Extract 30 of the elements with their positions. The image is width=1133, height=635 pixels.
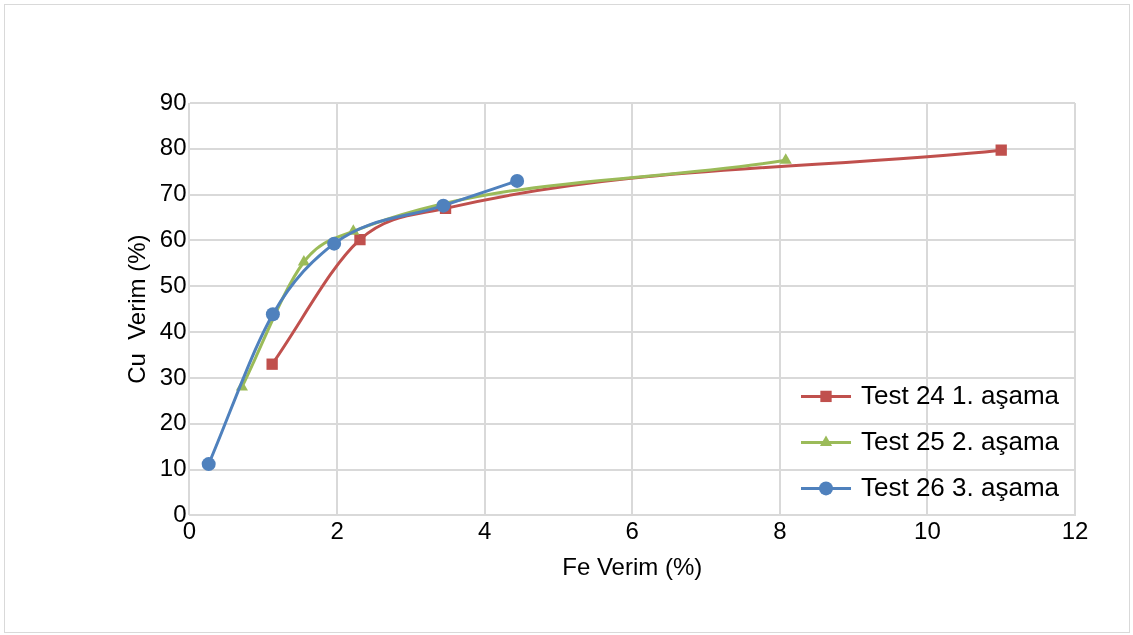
y-tick-label: 20	[159, 408, 187, 436]
point	[327, 236, 342, 251]
x-tick-label: 2	[330, 517, 344, 545]
point	[265, 307, 280, 322]
x-tick-label: 12	[1061, 517, 1089, 545]
y-tick-label: 70	[159, 179, 187, 207]
point	[266, 358, 278, 370]
point	[201, 457, 216, 472]
x-axis-title: Fe Verim (%)	[562, 553, 703, 581]
y-tick-label: 40	[159, 316, 187, 344]
y-tick-label: 30	[159, 362, 187, 390]
legend-label: Test 24 1. aşama	[861, 379, 1060, 410]
y-tick-label: 90	[159, 87, 187, 115]
point	[510, 173, 525, 188]
y-tick-label: 50	[159, 270, 187, 298]
x-tick-label: 10	[914, 517, 941, 545]
point	[436, 198, 451, 213]
point	[354, 233, 366, 246]
y-tick-label: 80	[159, 133, 187, 161]
point	[995, 144, 1007, 156]
x-tick-label: 6	[625, 517, 639, 545]
x-tick-label: 8	[773, 517, 787, 545]
y-tick-label: 60	[159, 225, 187, 253]
point	[779, 153, 792, 164]
legend-label: Test 26 3. aşama	[861, 471, 1060, 502]
point	[297, 255, 310, 266]
y-axis-title: Cu Verim (%)	[123, 234, 151, 384]
legend-label: Test 25 2. aşama	[861, 425, 1060, 456]
y-tick-label: 10	[159, 454, 187, 482]
x-tick-label: 4	[477, 517, 492, 545]
